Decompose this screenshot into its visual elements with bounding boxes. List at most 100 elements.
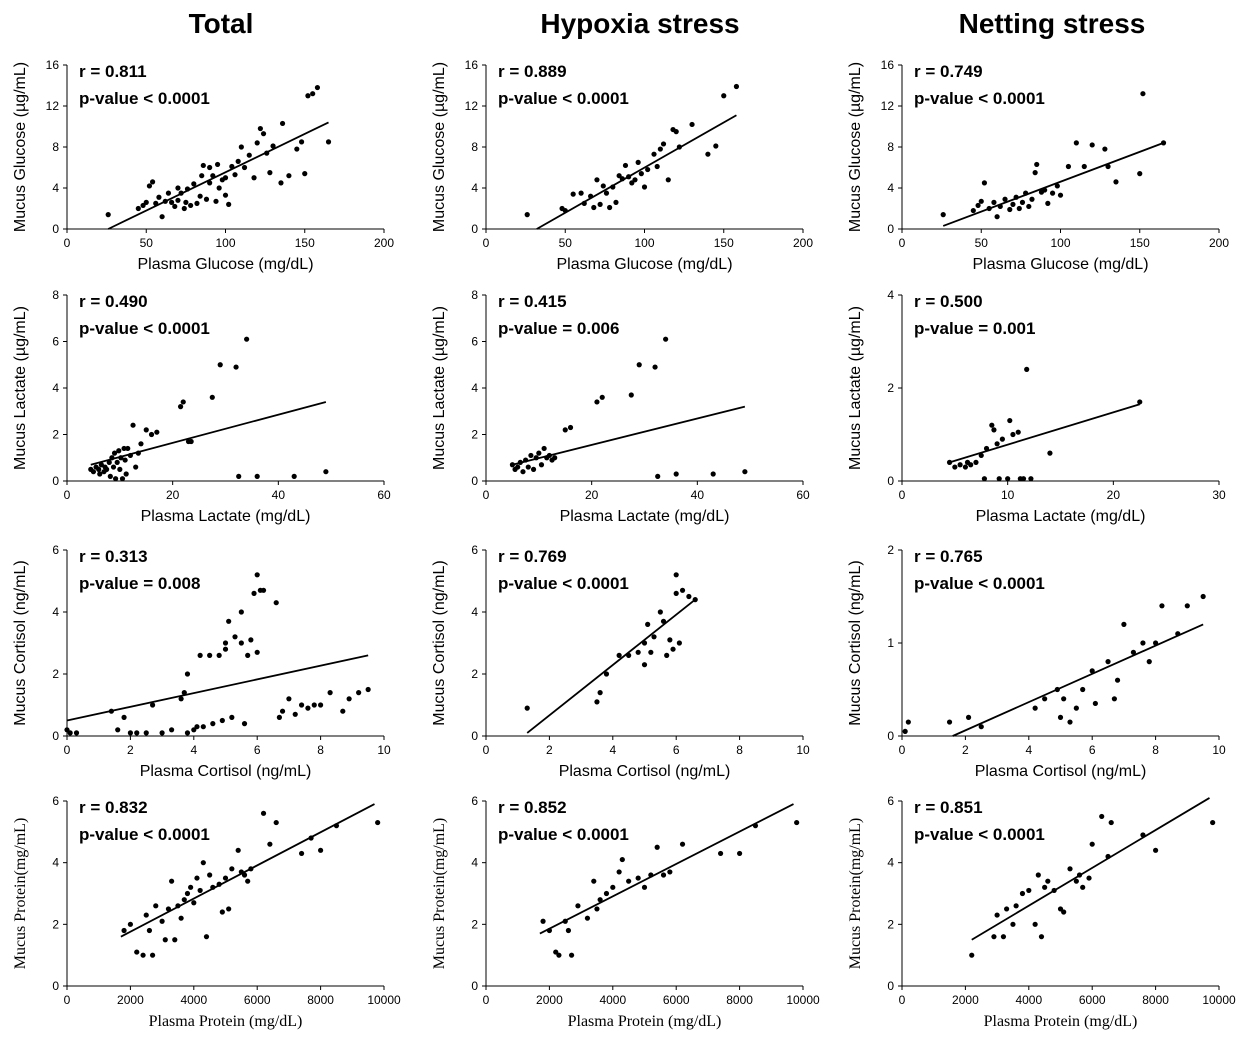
p-value-label: p-value = 0.008 [79, 574, 200, 593]
data-point [689, 121, 695, 128]
data-point [184, 671, 191, 677]
data-point [975, 202, 981, 209]
y-axis-label: Mucus Lactate (µg/mL) [847, 306, 864, 470]
scatter-chart: 0 20 40 60 0 2 4 6 8 r = 0.415 p-value = 0.006 Plas… [431, 288, 810, 525]
scatter-chart: 0 2 4 6 8 10 0 1 2 r = 0.765 p-value < 0.0001 Plasm… [847, 543, 1226, 780]
y-tick-label: 0 [887, 729, 894, 743]
data-point [181, 205, 187, 212]
data-point [1020, 476, 1027, 482]
x-tick-label: 200 [374, 236, 394, 250]
data-point [1080, 686, 1086, 693]
y-tick-label: 8 [52, 140, 59, 154]
data-point [983, 445, 990, 452]
data-point [575, 903, 581, 909]
scatter-chart: 0 2000 4000 6000 8000 10000 0 2 4 6 r = 0.852 p-val… [431, 794, 820, 1030]
data-point [143, 427, 149, 433]
data-point [113, 476, 119, 482]
data-point [1019, 199, 1026, 205]
x-tick-label: 20 [585, 488, 599, 502]
scatter-chart: 0 10 20 30 0 2 4 r = 0.500 p-value = 0.001 Plasma… [847, 288, 1226, 525]
data-point [1045, 878, 1051, 884]
data-point [651, 151, 657, 157]
data-point [660, 141, 667, 147]
data-point [902, 728, 908, 734]
data-point [1038, 934, 1045, 940]
y-tick-label: 16 [46, 58, 60, 72]
y-tick-label: 0 [887, 474, 894, 488]
p-value-label: p-value < 0.0001 [79, 319, 210, 338]
data-point [1005, 476, 1011, 482]
data-point [626, 878, 632, 884]
x-tick-label: 2000 [952, 993, 979, 1007]
y-axis-label: Mucus Lactate (µg/mL) [12, 306, 29, 470]
x-tick-label: 6000 [663, 993, 690, 1007]
y-tick-label: 1 [887, 636, 894, 650]
data-point [613, 199, 619, 205]
x-tick-label: 4 [1025, 743, 1032, 757]
data-point [1114, 677, 1121, 683]
data-point [286, 173, 292, 179]
data-point [1137, 171, 1143, 177]
data-point [619, 856, 625, 863]
y-tick-label: 2 [471, 917, 478, 931]
data-point [597, 201, 603, 207]
data-point [217, 362, 223, 368]
x-axis-label: Plasma Protein (mg/dL) [568, 1013, 722, 1030]
data-point [1121, 621, 1127, 628]
data-point [298, 850, 305, 857]
data-point [989, 422, 995, 428]
x-tick-label: 10 [377, 743, 391, 757]
y-tick-label: 8 [471, 288, 478, 302]
data-point [1054, 183, 1060, 189]
data-point [244, 336, 250, 342]
data-point [1081, 163, 1087, 170]
data-point [1029, 196, 1035, 202]
data-point [298, 139, 305, 145]
data-point [107, 473, 113, 479]
x-tick-label: 200 [1209, 236, 1229, 250]
data-point [565, 927, 572, 934]
data-point [1042, 696, 1048, 702]
x-tick-label: 2 [546, 743, 553, 757]
r-value-label: r = 0.811 [79, 62, 147, 81]
data-point [541, 445, 547, 452]
y-tick-label: 0 [887, 979, 894, 993]
data-point [222, 646, 229, 652]
data-point [200, 162, 206, 169]
data-point [254, 473, 260, 479]
data-point [302, 171, 308, 177]
y-tick-label: 6 [471, 543, 478, 557]
data-point [149, 952, 156, 958]
r-value-label: r = 0.851 [914, 798, 983, 817]
y-tick-label: 4 [471, 605, 478, 619]
trend-line [536, 114, 737, 230]
data-point [676, 640, 682, 646]
data-point [156, 194, 162, 200]
data-point [203, 934, 210, 940]
data-point [346, 696, 352, 702]
data-point [197, 193, 203, 199]
x-tick-label: 2 [962, 743, 969, 757]
data-point [169, 199, 175, 205]
data-point [1013, 903, 1019, 909]
data-point [365, 686, 371, 693]
data-point [197, 887, 203, 894]
data-point [222, 640, 229, 646]
x-tick-label: 10000 [367, 993, 401, 1007]
y-tick-label: 2 [887, 543, 894, 557]
data-point [1045, 200, 1051, 206]
data-point [733, 83, 740, 90]
data-point [238, 144, 244, 150]
y-tick-label: 0 [52, 979, 59, 993]
data-point [143, 199, 149, 205]
data-point [1113, 179, 1119, 185]
x-tick-label: 8000 [1142, 993, 1169, 1007]
y-tick-label: 4 [887, 856, 894, 870]
scatter-chart: 0 2000 4000 6000 8000 10000 0 2 4 6 r = 0.851 p-val… [847, 794, 1236, 1030]
data-point [254, 140, 260, 146]
data-point [597, 897, 603, 903]
x-tick-label: 200 [793, 236, 813, 250]
data-point [1067, 866, 1073, 872]
r-value-label: r = 0.765 [914, 547, 983, 566]
